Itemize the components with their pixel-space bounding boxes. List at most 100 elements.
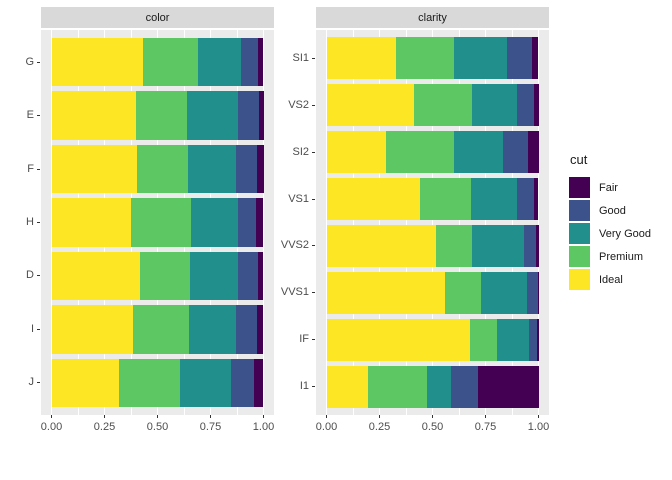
bar-segment-premium [119, 358, 181, 407]
bar-segment-fair [531, 37, 539, 80]
legend-label: Good [599, 204, 626, 217]
bar-segment-ideal [326, 318, 471, 361]
bar-segment-premium [136, 144, 189, 194]
bar-segment-good [506, 37, 532, 80]
x-axis-tick-label: 0.25 [368, 421, 391, 433]
x-tick-mark [210, 415, 211, 418]
bar-segment-premium [419, 177, 472, 221]
bar-clarity-IF [326, 318, 539, 361]
legend-item-fair: Fair [569, 177, 651, 198]
bar-segment-fair [258, 91, 264, 140]
facet-strip-title: clarity [418, 11, 447, 24]
y-axis-label-VS2: VS2 [288, 98, 309, 111]
x-tick-mark [263, 415, 264, 418]
bar-segment-fair [257, 38, 264, 87]
legend-item-premium: Premium [569, 246, 651, 267]
major-gridline [484, 30, 487, 415]
bar-segment-very-good [471, 224, 524, 268]
bar-segment-ideal [51, 358, 120, 407]
bar-clarity-I1 [326, 365, 539, 408]
x-axis-tick-label: 0.00 [40, 421, 63, 433]
bar-segment-fair [254, 358, 264, 407]
bar-segment-good [517, 83, 534, 127]
major-gridline [378, 30, 381, 415]
minor-gridline [352, 30, 354, 415]
y-tick-mark [312, 104, 315, 106]
bar-segment-good [529, 318, 538, 361]
y-axis-label-SI2: SI2 [292, 145, 309, 158]
major-gridline [431, 30, 434, 415]
minor-gridline [405, 30, 407, 415]
major-gridline [537, 30, 540, 415]
bar-segment-ideal [326, 271, 446, 315]
bar-segment-premium [470, 318, 498, 361]
y-tick-mark [37, 115, 40, 117]
bar-segment-very-good [426, 365, 451, 408]
major-gridline [262, 30, 265, 415]
bar-segment-good [523, 224, 536, 268]
bar-segment-fair [534, 83, 539, 127]
bar-segment-good [526, 271, 538, 315]
y-tick-mark [312, 57, 315, 59]
x-axis-tick-label: 0.00 [315, 421, 338, 433]
bar-segment-very-good [497, 318, 530, 361]
bar-color-H [51, 198, 264, 247]
bar-clarity-SI1 [326, 37, 539, 80]
bar-color-D [51, 251, 264, 301]
bar-segment-fair [256, 144, 264, 194]
bar-segment-ideal [326, 130, 387, 174]
bar-segment-very-good [189, 305, 237, 354]
bar-segment-premium [414, 83, 473, 127]
y-axis-label-I1: I1 [299, 380, 309, 393]
bar-segment-ideal [326, 365, 369, 408]
bar-segment-very-good [180, 358, 232, 407]
bar-segment-good [231, 358, 255, 407]
legend-cut: cut Fair Good Very Good Premium Ideal [569, 152, 651, 292]
y-axis-label-VVS1: VVS1 [280, 286, 309, 299]
legend-label: Very Good [599, 227, 651, 240]
x-tick-mark [104, 415, 105, 418]
legend-label: Premium [599, 250, 644, 263]
x-axis-tick-label: 0.50 [146, 421, 169, 433]
bar-segment-very-good [186, 91, 239, 140]
y-tick-mark [312, 386, 315, 388]
bar-clarity-VS1 [326, 177, 539, 221]
bar-segment-very-good [453, 37, 507, 80]
y-axis-label-I: I [30, 322, 34, 335]
y-tick-mark [312, 198, 315, 200]
legend-key-swatch [569, 246, 590, 267]
legend-items: Fair Good Very Good Premium Ideal [569, 177, 651, 290]
bar-color-E [51, 91, 264, 140]
bar-segment-very-good [472, 83, 518, 127]
x-axis-tick-label: 1.00 [252, 421, 275, 433]
minor-gridline [458, 30, 460, 415]
legend-item-very-good: Very Good [569, 223, 651, 244]
bar-clarity-VS2 [326, 83, 539, 127]
bar-segment-good [450, 365, 479, 408]
bar-clarity-VVS1 [326, 271, 539, 315]
y-tick-mark [37, 61, 40, 63]
y-tick-mark [312, 339, 315, 341]
y-tick-mark [37, 382, 40, 384]
bar-segment-fair [537, 271, 539, 315]
bar-color-G [51, 38, 264, 87]
x-axis-tick-label: 0.75 [474, 421, 497, 433]
y-axis-label-D: D [26, 269, 34, 282]
y-axis-label-VVS2: VVS2 [280, 239, 309, 252]
bar-segment-ideal [51, 38, 144, 87]
minor-gridline [511, 30, 513, 415]
bar-color-F [51, 144, 264, 194]
bar-segment-fair [256, 305, 264, 354]
y-axis-label-VS1: VS1 [288, 192, 309, 205]
facet-strip-title: color [145, 11, 170, 24]
bar-segment-ideal [51, 305, 134, 354]
bar-segment-ideal [326, 83, 415, 127]
x-tick-mark [379, 415, 380, 418]
x-tick-mark [432, 415, 433, 418]
bar-segment-premium [140, 251, 191, 301]
bar-color-J [51, 358, 264, 407]
bar-segment-ideal [326, 177, 420, 221]
x-axis-tick-label: 0.75 [199, 421, 222, 433]
y-tick-mark [312, 292, 315, 294]
y-tick-mark [312, 151, 315, 153]
